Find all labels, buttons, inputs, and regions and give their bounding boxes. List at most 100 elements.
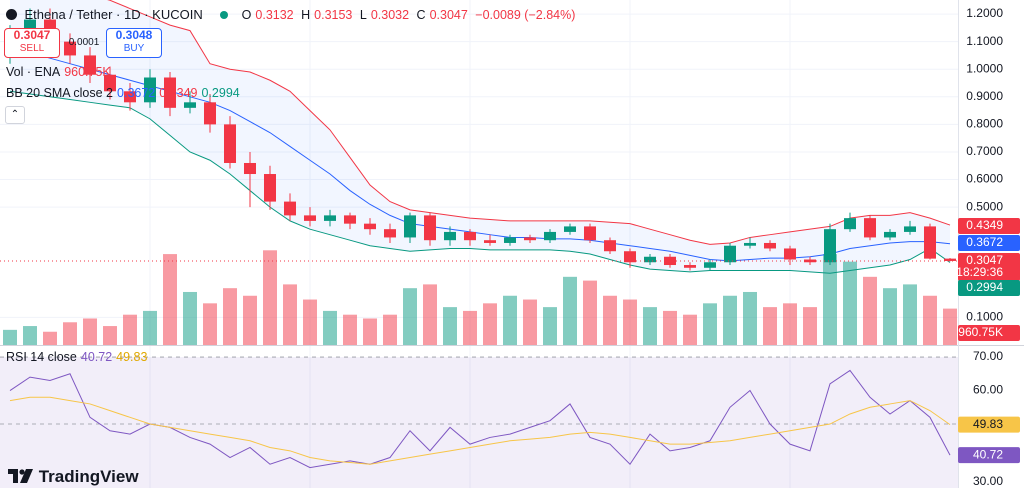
candle-body (124, 91, 136, 103)
candle-body (324, 215, 336, 221)
y-tick-label: 1.1000 (966, 34, 1003, 48)
bb-lower-badge: 0.2994 (966, 280, 1003, 294)
volume-bar (3, 329, 17, 345)
volume-legend: Vol · ENA 960.75K (6, 65, 115, 79)
sell-button[interactable]: 0.3047 SELL (4, 28, 60, 58)
market-status (220, 11, 229, 19)
volume-bar (383, 314, 397, 345)
candle-body (584, 226, 596, 241)
volume-badge: 960.75K (958, 325, 1003, 339)
volume-bar (923, 295, 937, 345)
ohlc-label: L (359, 8, 367, 22)
bb-line (9, 90, 951, 274)
buy-price: 0.3048 (115, 28, 153, 42)
volume-bar (603, 295, 617, 345)
volume-bar (703, 303, 717, 345)
candle-body (604, 240, 616, 252)
buy-button[interactable]: 0.3048 BUY (106, 28, 162, 58)
candle-body (144, 77, 156, 103)
countdown: 18:29:36 (956, 265, 1003, 279)
candle-body (704, 262, 716, 268)
sell-label: SELL (19, 43, 45, 54)
candle-body (944, 258, 956, 261)
volume-value: 960.75K (64, 65, 111, 79)
volume-bar (843, 261, 857, 345)
volume-bar (43, 331, 57, 345)
candle-body (724, 245, 736, 263)
volume-bar (743, 291, 757, 345)
candle-body (244, 162, 256, 175)
volume-badge-bg (958, 325, 1020, 341)
collapse-button[interactable]: ⌃ (5, 106, 25, 124)
sell-price: 0.3047 (13, 28, 51, 42)
y-tick-label: 0.7000 (966, 144, 1003, 158)
candle-body (484, 240, 496, 243)
ohlc-label: H (301, 8, 311, 22)
rsi-name: RSI 14 close (6, 350, 77, 364)
rsi-tick-label: 60.00 (973, 383, 1003, 397)
bb-lower-badge-bg (958, 280, 1020, 296)
last-price-badge-bg (958, 253, 1020, 281)
volume-bar (283, 284, 297, 345)
rsi-tick-label: 70.00 (973, 349, 1003, 363)
candle-body (524, 237, 536, 241)
bb-name: BB 20 SMA close 2 (6, 86, 114, 100)
rsi-legend: RSI 14 close 40.72 49.83 (6, 350, 151, 364)
candle-body (84, 55, 96, 75)
rsi-badge-bg (958, 447, 1020, 464)
volume-bar (163, 254, 177, 345)
candle-body (884, 231, 896, 238)
volume-bar (323, 310, 337, 345)
ohlc-value: 0.3032 (370, 8, 410, 22)
candle-body (404, 215, 416, 238)
bb-line (107, 0, 951, 245)
ohlc-value: 0.3132 (255, 8, 294, 22)
volume-bar (523, 299, 537, 345)
rsi-badge: 40.72 (973, 447, 1003, 461)
candle-body (804, 259, 816, 263)
volume-bar (403, 288, 417, 345)
volume-bar (243, 295, 257, 345)
volume-bar (883, 288, 897, 345)
volume-bar (463, 310, 477, 345)
candle-body (304, 215, 316, 221)
bb-value: 0.2994 (201, 86, 240, 100)
y-tick-label: 0.8000 (966, 117, 1003, 131)
rsi-value: 40.72 (80, 350, 113, 364)
volume-bar (143, 310, 157, 345)
candle-body (924, 226, 936, 259)
rsi-ma-value: 49.83 (116, 350, 148, 364)
volume-bar (823, 254, 837, 345)
bb-value: 0.4349 (159, 86, 198, 100)
volume-bar (303, 299, 317, 345)
candle-body (104, 74, 116, 92)
volume-bar (123, 314, 137, 345)
volume-bar (763, 307, 777, 345)
volume-bar (263, 250, 277, 345)
volume-bar (943, 308, 957, 345)
candle-body (164, 77, 176, 108)
volume-bar (723, 295, 737, 345)
ohlc-value: 0.3153 (314, 8, 353, 22)
change: −0.0089 (−2.84%) (475, 8, 576, 22)
bb-upper-badge: 0.4349 (966, 218, 1003, 232)
y-tick-label: 1.2000 (966, 6, 1003, 20)
candle-body (284, 201, 296, 216)
candle-body (564, 226, 576, 232)
volume-bar (583, 280, 597, 345)
spread: 0.0001 (68, 37, 100, 48)
volume-bar (63, 322, 77, 345)
volume-bar (623, 299, 637, 345)
candle-body (824, 229, 836, 263)
candle-body (544, 231, 556, 241)
y-tick-label: 0.9000 (966, 89, 1003, 103)
y-tick-label: 0.6000 (966, 172, 1003, 186)
candle-body (664, 256, 676, 266)
candle-body (684, 265, 696, 268)
volume-bar (443, 307, 457, 345)
bb-fill (10, 0, 950, 274)
candle-body (504, 237, 516, 243)
rsi-ma-badge-bg (958, 416, 1020, 433)
y-tick-label: 0.1000 (966, 310, 1003, 324)
